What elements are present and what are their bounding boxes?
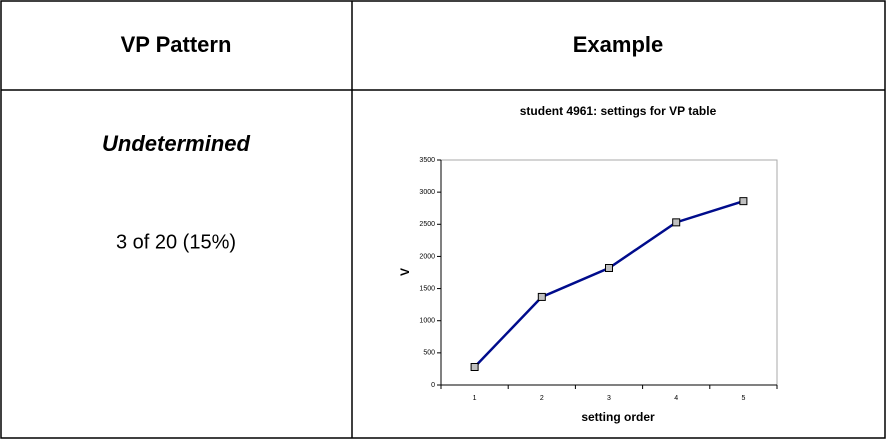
- y-tick-label: 1000: [419, 318, 435, 325]
- header-cell: Example: [573, 32, 664, 57]
- pattern-name: Undetermined: [102, 131, 250, 156]
- data-point: [739, 197, 748, 206]
- data-point: [470, 363, 479, 371]
- x-tick-label: 1: [473, 395, 477, 402]
- y-tick-label: 2000: [419, 253, 435, 260]
- series-line: [473, 199, 744, 368]
- y-axis-label: V: [398, 268, 412, 276]
- data-point: [605, 264, 613, 272]
- x-axis-label: setting order: [581, 410, 655, 424]
- pattern-count: 3 of 20 (15%): [116, 231, 236, 253]
- x-tick-label: 4: [674, 395, 678, 402]
- y-tick-label: 500: [423, 350, 435, 357]
- x-tick-label: 5: [741, 395, 745, 402]
- data-point: [537, 292, 546, 301]
- y-tick-label: 0: [431, 382, 435, 389]
- y-tick-label: 1500: [419, 285, 435, 292]
- data-point: [672, 218, 681, 227]
- chart-title: student 4961: settings for VP table: [520, 104, 717, 118]
- y-tick-label: 3500: [419, 157, 435, 164]
- y-tick-label: 3000: [419, 189, 435, 196]
- header-cell: VP Pattern: [121, 32, 232, 57]
- y-tick-label: 2500: [419, 221, 435, 228]
- x-tick-label: 3: [607, 395, 611, 402]
- x-tick-label: 2: [540, 395, 544, 402]
